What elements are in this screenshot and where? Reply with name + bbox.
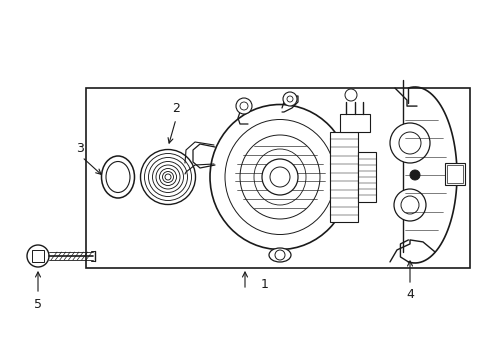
Circle shape xyxy=(390,123,430,163)
Text: 3: 3 xyxy=(76,143,84,156)
Bar xyxy=(358,152,376,202)
Bar xyxy=(32,250,44,262)
Text: 4: 4 xyxy=(406,288,414,302)
Bar xyxy=(445,163,465,185)
Bar xyxy=(330,132,358,222)
Ellipse shape xyxy=(101,156,134,198)
Circle shape xyxy=(283,92,297,106)
Bar xyxy=(340,114,370,132)
Circle shape xyxy=(394,189,426,221)
Text: 5: 5 xyxy=(34,297,42,310)
Bar xyxy=(447,165,463,183)
Circle shape xyxy=(410,170,420,180)
Ellipse shape xyxy=(269,248,291,262)
Ellipse shape xyxy=(141,149,196,204)
Text: 2: 2 xyxy=(172,103,180,116)
Bar xyxy=(86,88,470,268)
Circle shape xyxy=(27,245,49,267)
Circle shape xyxy=(345,89,357,101)
Circle shape xyxy=(262,159,298,195)
Circle shape xyxy=(236,98,252,114)
Ellipse shape xyxy=(210,104,350,249)
Text: 1: 1 xyxy=(261,278,269,291)
